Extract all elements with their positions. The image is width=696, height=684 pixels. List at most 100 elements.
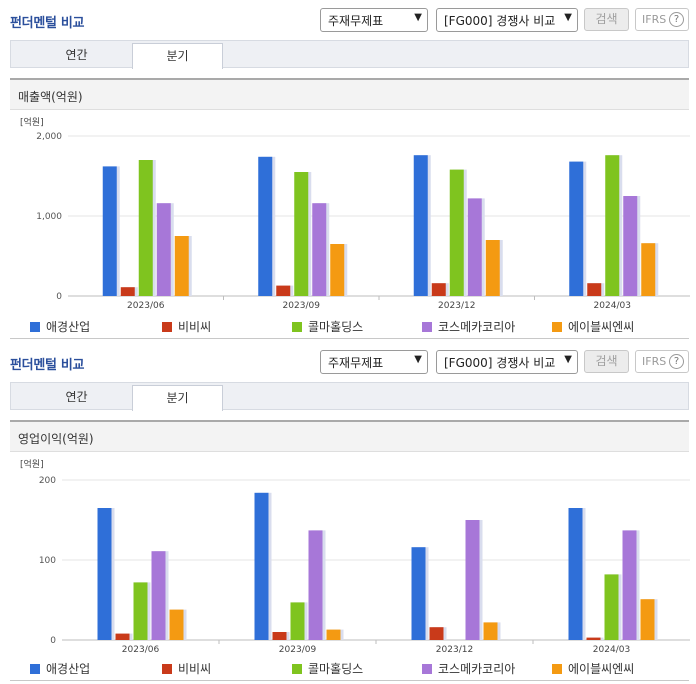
y-tick-label: 0 xyxy=(50,636,56,646)
legend-item[interactable]: 코스메카코리아 xyxy=(422,318,515,334)
legend-label: 콜마홀딩스 xyxy=(308,662,364,676)
bar xyxy=(312,203,327,296)
period-tabs: 연간 분기 xyxy=(10,40,689,69)
x-tick-label: 2023/09 xyxy=(283,301,321,311)
panel-title: 펀더멘털 비교 xyxy=(10,16,85,31)
bar xyxy=(586,637,601,640)
bar xyxy=(640,599,655,640)
bar xyxy=(411,547,426,640)
legend-item[interactable]: 에이블씨엔씨 xyxy=(552,318,634,334)
help-icon: ? xyxy=(669,12,684,27)
y-tick-label: 200 xyxy=(39,476,56,486)
bar xyxy=(605,155,620,296)
bar xyxy=(604,574,619,640)
chevron-down-icon: ▼ xyxy=(414,354,422,365)
revenue-bar-chart: [억원] 0 1,000 2,000 2023/06 2023/09 2023/12 2024… xyxy=(20,116,690,311)
panel-header: 펀더멘털 비교 주재무제표 ▼ [FG000] 경쟁사 비교 ▼ 검색 IFRS… xyxy=(0,342,696,382)
chevron-down-icon: ▼ xyxy=(564,354,572,365)
bar xyxy=(294,172,309,296)
ifrs-help-button[interactable]: IFRS ? xyxy=(635,8,689,31)
legend-label: 에이블씨엔씨 xyxy=(568,320,635,334)
bar xyxy=(151,551,166,640)
tab-annual[interactable]: 연간 xyxy=(65,48,88,62)
x-tick-label: 2024/03 xyxy=(593,645,630,655)
legend-swatch xyxy=(30,322,40,332)
legend-swatch xyxy=(162,664,172,674)
ifrs-label: IFRS xyxy=(642,13,667,26)
period-tabs: 연간 분기 xyxy=(10,382,689,411)
statement-type-select[interactable]: 주재무제표 ▼ xyxy=(320,8,428,32)
ifrs-help-button[interactable]: IFRS ? xyxy=(635,350,689,373)
bar xyxy=(413,155,428,296)
bar xyxy=(290,602,305,640)
legend-item[interactable]: 콜마홀딩스 xyxy=(292,660,363,676)
x-tick-label: 2024/03 xyxy=(594,301,631,311)
unit-label: [억원] xyxy=(20,458,44,470)
bar xyxy=(133,582,148,640)
operating-profit-bar-chart: [억원] 0 100 200 2023/06 2023/09 2023/12 2024/03 xyxy=(20,458,690,655)
bar xyxy=(258,156,273,296)
statement-type-select[interactable]: 주재무제표 ▼ xyxy=(320,350,428,374)
fundamental-panel-revenue: 펀더멘털 비교 주재무제표 ▼ [FG000] 경쟁사 비교 ▼ 검색 IFRS… xyxy=(0,0,696,339)
legend-item[interactable]: 비비씨 xyxy=(162,318,211,334)
peer-group-select[interactable]: [FG000] 경쟁사 비교 ▼ xyxy=(436,350,578,374)
bar xyxy=(138,160,153,296)
panel-title: 펀더멘털 비교 xyxy=(10,358,85,373)
divider xyxy=(10,680,689,681)
y-tick-label: 1,000 xyxy=(36,212,62,222)
bar xyxy=(169,609,184,640)
legend-item[interactable]: 애경산업 xyxy=(30,318,90,334)
bar xyxy=(623,196,638,296)
statement-type-value: 주재무제표 xyxy=(328,14,384,28)
section-title: 영업이익(억원) xyxy=(18,432,94,446)
help-icon: ? xyxy=(669,354,684,369)
legend-label: 비비씨 xyxy=(178,662,212,676)
legend-swatch xyxy=(422,664,432,674)
legend-label: 콜마홀딩스 xyxy=(308,320,364,334)
legend-swatch xyxy=(552,664,562,674)
legend-swatch xyxy=(162,322,172,332)
legend-label: 비비씨 xyxy=(178,320,212,334)
tab-annual[interactable]: 연간 xyxy=(65,390,88,404)
y-tick-label: 2,000 xyxy=(36,132,62,142)
legend-item[interactable]: 에이블씨엔씨 xyxy=(552,660,634,676)
legend-swatch xyxy=(292,322,302,332)
legend-item[interactable]: 코스메카코리아 xyxy=(422,660,515,676)
search-button[interactable]: 검색 xyxy=(584,8,629,31)
bar xyxy=(429,627,444,640)
search-button[interactable]: 검색 xyxy=(584,350,629,373)
legend-label: 코스메카코리아 xyxy=(438,320,516,334)
legend-label: 애경산업 xyxy=(46,662,91,676)
legend-item[interactable]: 비비씨 xyxy=(162,660,211,676)
x-tick-label: 2023/09 xyxy=(279,645,317,655)
ifrs-label: IFRS xyxy=(642,355,667,368)
legend-label: 에이블씨엔씨 xyxy=(568,662,635,676)
unit-label: [억원] xyxy=(20,116,44,128)
section-title: 매출액(억원) xyxy=(18,90,83,104)
tab-quarterly[interactable]: 분기 xyxy=(132,43,223,69)
bar xyxy=(174,236,189,296)
section-header: 매출액(억원) xyxy=(10,78,689,110)
bar xyxy=(431,283,446,296)
legend-swatch xyxy=(30,664,40,674)
divider xyxy=(10,338,689,339)
bar xyxy=(254,492,269,640)
panel-header: 펀더멘털 비교 주재무제표 ▼ [FG000] 경쟁사 비교 ▼ 검색 IFRS… xyxy=(0,0,696,40)
tab-quarterly[interactable]: 분기 xyxy=(132,385,223,411)
bar xyxy=(465,520,480,640)
bar xyxy=(97,508,112,640)
bar xyxy=(467,198,482,296)
bar xyxy=(120,287,135,296)
legend-swatch xyxy=(292,664,302,674)
legend-swatch xyxy=(552,322,562,332)
bar xyxy=(330,244,345,296)
section-header: 영업이익(억원) xyxy=(10,420,689,452)
legend-label: 애경산업 xyxy=(46,320,91,334)
statement-type-value: 주재무제표 xyxy=(328,356,384,370)
bar xyxy=(569,161,584,296)
bar xyxy=(326,629,341,640)
legend-item[interactable]: 애경산업 xyxy=(30,660,90,676)
legend-item[interactable]: 콜마홀딩스 xyxy=(292,318,363,334)
peer-group-select[interactable]: [FG000] 경쟁사 비교 ▼ xyxy=(436,8,578,32)
chart-legend: 애경산업 비비씨 콜마홀딩스 코스메카코리아 에이블씨엔씨 xyxy=(30,318,690,334)
